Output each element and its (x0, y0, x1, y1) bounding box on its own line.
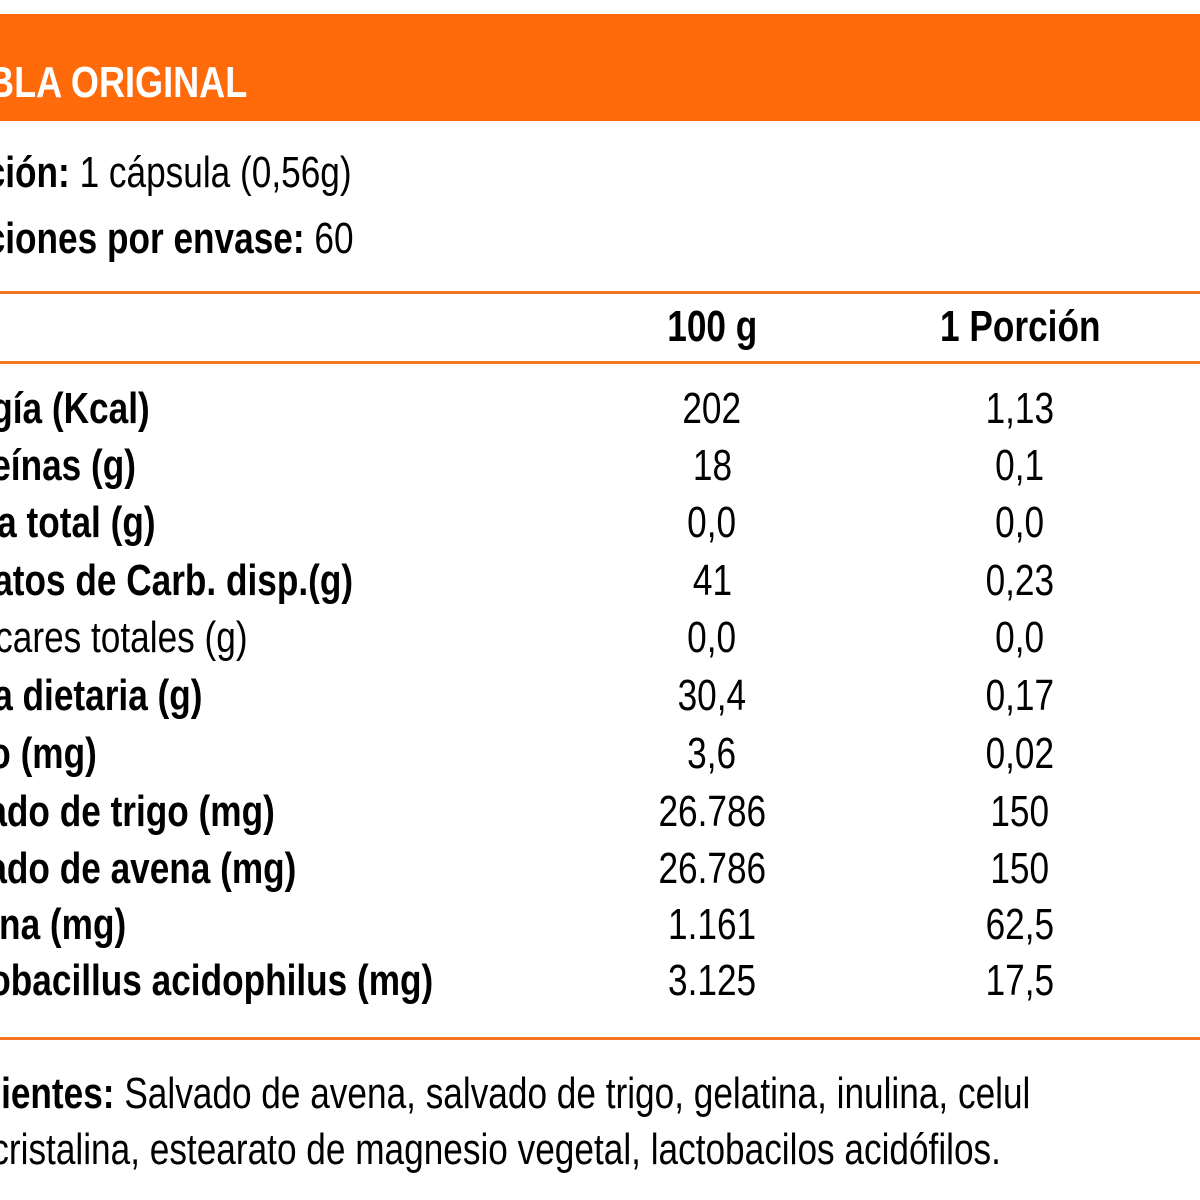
row-label: ulina (mg) (0, 900, 127, 949)
row-label: asa total (g) (0, 498, 156, 547)
serving-size-label: rción: (0, 148, 70, 197)
row-value-100g: 26.786 (658, 844, 766, 893)
divider-top (0, 291, 1200, 294)
row-value-100g: 18 (692, 441, 732, 490)
row-value-portion: 0,0 (995, 613, 1045, 662)
row-value-100g: 0,0 (687, 613, 737, 662)
row-value-portion: 0,1 (995, 441, 1045, 490)
table-row: lvado de trigo (mg) 26.786 150 (0, 787, 1200, 844)
row-value-portion: 62,5 (985, 900, 1055, 949)
row-value-portion: 0,0 (995, 498, 1045, 547)
row-label: ctobacillus acidophilus (mg) (0, 956, 434, 1005)
row-label: dratos de Carb. disp.(g) (0, 556, 354, 605)
table-row: ora dietaria (g) 30,4 0,17 (0, 671, 1200, 728)
serving-size-value: 1 cápsula (0,56g) (79, 148, 352, 197)
row-value-100g: 26.786 (658, 787, 766, 836)
row-value-100g: 3.125 (667, 956, 757, 1005)
row-value-portion: 150 (990, 844, 1050, 893)
ingredients-label: edientes: (0, 1069, 115, 1118)
row-value-100g: 202 (682, 384, 742, 433)
row-label: zúcares totales (g) (0, 613, 248, 662)
table-row: dratos de Carb. disp.(g) 41 0,23 (0, 556, 1200, 613)
ingredients-line-2: rocristalina, estearato de magnesio vege… (0, 1125, 1001, 1174)
servings-per-container-label: rciones por envase: (0, 214, 305, 263)
row-label: lvado de trigo (mg) (0, 787, 275, 836)
column-header-100g: 100 g (666, 302, 757, 351)
row-label: oteínas (g) (0, 441, 136, 490)
servings-per-container-value: 60 (314, 214, 354, 263)
row-value-100g: 41 (692, 556, 732, 605)
divider-bottom (0, 1037, 1200, 1040)
row-label: ergía (Kcal) (0, 384, 150, 433)
ingredients-line-1: Salvado de avena, salvado de trigo, gela… (114, 1069, 1031, 1118)
divider-header (0, 361, 1200, 364)
row-value-100g: 1.161 (667, 900, 757, 949)
header-banner: ABLA ORIGINAL (0, 14, 1200, 121)
row-value-portion: 0,17 (985, 671, 1055, 720)
row-value-portion: 0,23 (985, 556, 1055, 605)
row-label: dio (mg) (0, 729, 97, 778)
table-title: ABLA ORIGINAL (0, 58, 248, 107)
ingredients-text: edientes: Salvado de avena, salvado de t… (0, 1066, 1200, 1178)
table-row: dio (mg) 3,6 0,02 (0, 729, 1200, 786)
row-value-portion: 0,02 (985, 729, 1055, 778)
table-row: oteínas (g) 18 0,1 (0, 441, 1200, 498)
row-value-100g: 3,6 (687, 729, 737, 778)
row-value-portion: 1,13 (985, 384, 1055, 433)
servings-per-container: rciones por envase: 60 (0, 214, 449, 264)
column-header-portion: 1 Porción (939, 302, 1101, 351)
row-value-100g: 0,0 (687, 498, 737, 547)
serving-size: rción: 1 cápsula (0,56g) (0, 148, 446, 198)
row-label: ora dietaria (g) (0, 671, 203, 720)
row-label: lvado de avena (mg) (0, 844, 297, 893)
table-row: ergía (Kcal) 202 1,13 (0, 384, 1200, 441)
table-row: asa total (g) 0,0 0,0 (0, 498, 1200, 555)
table-row: zúcares totales (g) 0,0 0,0 (0, 613, 1200, 670)
row-value-portion: 17,5 (985, 956, 1055, 1005)
table-row: ulina (mg) 1.161 62,5 (0, 900, 1200, 957)
table-row: lvado de avena (mg) 26.786 150 (0, 844, 1200, 901)
row-value-portion: 150 (990, 787, 1050, 836)
table-row: ctobacillus acidophilus (mg) 3.125 17,5 (0, 956, 1200, 1013)
row-value-100g: 30,4 (677, 671, 747, 720)
